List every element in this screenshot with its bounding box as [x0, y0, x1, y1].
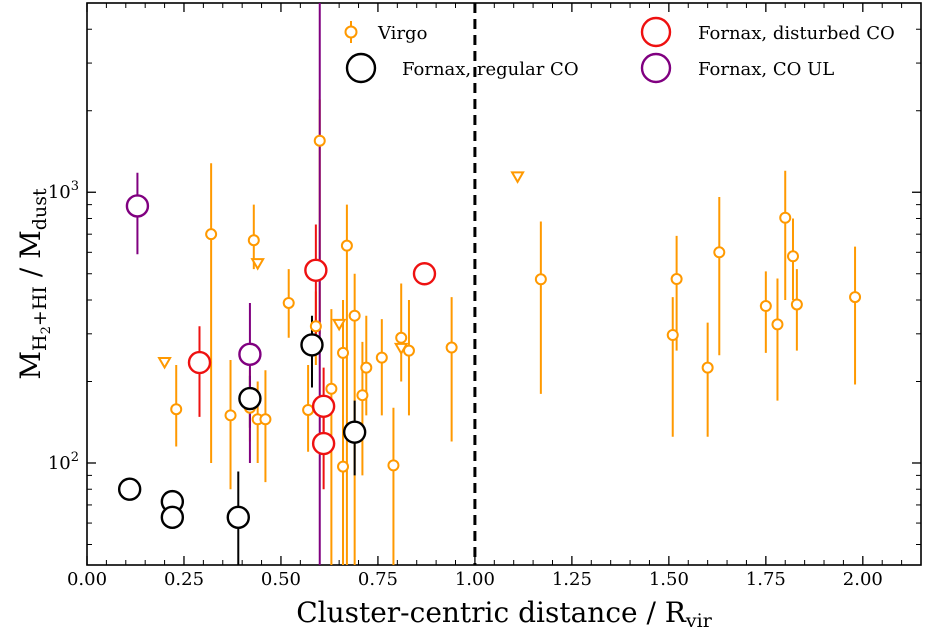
fornax-marker	[187, 350, 212, 375]
y-axis-title: MH2+HI / Mdust	[14, 188, 54, 380]
y-tick-label: 102	[48, 450, 79, 474]
upper-limit-marker	[250, 258, 265, 271]
upper-limit-marker	[393, 342, 409, 356]
plot-area	[86, 2, 922, 566]
virgo-marker	[786, 250, 799, 263]
virgo-marker	[325, 382, 338, 395]
y-axis-title-subscript-3: +HI	[29, 286, 51, 326]
y-tick-exponent: 3	[71, 179, 79, 194]
virgo-marker	[670, 273, 683, 286]
fornax-marker	[304, 258, 328, 282]
legend-marker	[344, 25, 358, 39]
virgo-marker	[356, 389, 369, 402]
x-tick-label: 0.50	[261, 569, 301, 590]
virgo-marker	[387, 459, 400, 472]
x-tick-label: 2.00	[843, 569, 883, 590]
y-tick-exponent: 2	[71, 450, 79, 465]
virgo-marker	[170, 403, 183, 416]
virgo-marker	[666, 328, 679, 341]
virgo-marker	[534, 273, 547, 286]
legend-label: Virgo	[377, 23, 427, 44]
y-axis-title-slash: / M	[14, 230, 47, 286]
x-tick-label: 1.25	[552, 569, 592, 590]
virgo-marker	[282, 296, 295, 309]
virgo-marker	[779, 211, 792, 224]
virgo-marker	[849, 291, 862, 304]
virgo-marker	[309, 320, 322, 333]
fornax-marker	[125, 194, 150, 218]
fornax-marker	[311, 431, 336, 456]
virgo-marker	[445, 341, 458, 354]
fornax-marker	[226, 505, 250, 530]
x-axis-title: Cluster-centric distance / Rvir	[296, 596, 713, 631]
virgo-marker	[337, 460, 350, 473]
x-tick-label: 1.00	[455, 569, 495, 590]
virgo-marker	[348, 309, 361, 322]
x-tick-label: 0.25	[164, 569, 204, 590]
virgo-marker	[759, 300, 772, 313]
x-tick-label: 0.00	[67, 569, 107, 590]
virgo-marker	[340, 239, 353, 252]
virgo-marker	[395, 331, 408, 344]
y-axis-title-subscript-4: dust	[29, 188, 51, 230]
fornax-marker	[117, 477, 142, 501]
virgo-marker	[713, 246, 726, 259]
virgo-marker	[375, 351, 388, 364]
legend-marker	[640, 16, 672, 48]
fornax-marker	[412, 262, 437, 286]
legend-marker	[640, 52, 672, 84]
virgo-marker	[771, 318, 784, 331]
fornax-marker	[342, 420, 367, 444]
upper-limit-marker	[157, 357, 172, 370]
legend-label: Fornax, disturbed CO	[698, 23, 895, 44]
virgo-marker	[402, 344, 415, 357]
legend-marker	[345, 52, 377, 84]
legend-label: Fornax, regular CO	[402, 59, 579, 80]
data-markers	[117, 134, 862, 530]
x-tick-label: 1.50	[649, 569, 689, 590]
legend: Virgo Fornax, regular CO Fornax, disturbed…	[344, 16, 895, 84]
x-axis-title-subscript: vir	[685, 610, 713, 631]
virgo-marker	[337, 346, 350, 359]
virgo-marker	[302, 403, 315, 416]
virgo-marker	[247, 234, 260, 247]
virgo-marker	[313, 134, 326, 147]
virgo-marker	[259, 413, 272, 426]
plot-frame	[86, 2, 922, 566]
fornax-marker	[238, 386, 262, 411]
y-tick-label: 103	[48, 179, 79, 203]
error-bars	[136, 3, 857, 565]
y-axis-title-subscript-1: H	[29, 334, 51, 351]
fornax-marker	[311, 394, 336, 418]
y-axis-title-subscript-2: 2	[39, 326, 54, 334]
virgo-marker	[224, 409, 237, 422]
virgo-marker	[701, 361, 714, 374]
upper-limit-marker	[510, 171, 525, 184]
virgo-marker	[790, 298, 803, 311]
fornax-marker	[160, 505, 185, 530]
x-tick-label: 0.75	[358, 569, 398, 590]
fornax-marker	[238, 342, 262, 367]
virgo-marker	[205, 228, 218, 241]
fornax-marker	[300, 333, 324, 357]
legend-label: Fornax, CO UL	[698, 59, 834, 80]
x-tick-label: 1.75	[746, 569, 786, 590]
virgo-marker	[360, 361, 373, 374]
upper-limit-marker	[331, 318, 347, 332]
axis-ticks: 0.00 0.25 0.50 0.75 1.00 1.25 1.50 1.75 2.00 102 1…	[48, 3, 921, 590]
